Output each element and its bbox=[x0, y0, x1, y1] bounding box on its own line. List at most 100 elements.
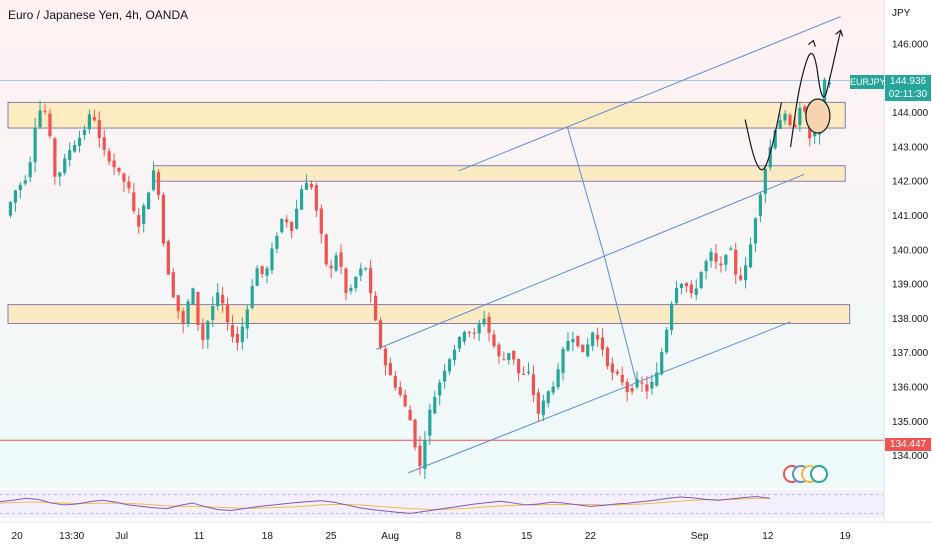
candle-body bbox=[117, 167, 121, 172]
candle-body bbox=[724, 254, 728, 265]
zone-1 bbox=[153, 165, 846, 182]
candle-body bbox=[33, 127, 37, 163]
candle-body bbox=[748, 244, 753, 268]
candle-body bbox=[521, 373, 526, 375]
candle-body bbox=[576, 335, 580, 347]
candle-body bbox=[285, 219, 289, 223]
candle-body bbox=[166, 241, 170, 275]
candle-body bbox=[753, 218, 758, 244]
candle-body bbox=[709, 251, 713, 261]
candle-body bbox=[403, 394, 407, 407]
candle-body bbox=[63, 158, 67, 173]
x-tick-label: Aug bbox=[381, 531, 399, 542]
candle-body bbox=[349, 287, 353, 292]
candle-body bbox=[48, 113, 52, 137]
coin-icon bbox=[810, 465, 828, 483]
zone-0 bbox=[7, 101, 846, 129]
candle-body bbox=[571, 339, 575, 343]
candle-body bbox=[112, 160, 116, 168]
candle-body bbox=[457, 337, 462, 349]
candle-body bbox=[73, 145, 77, 152]
candle-body bbox=[660, 351, 664, 375]
candle-body bbox=[635, 379, 639, 388]
candle-body bbox=[132, 192, 136, 212]
candle-body bbox=[472, 332, 476, 334]
projection-path-curve bbox=[790, 30, 842, 147]
candle-body bbox=[669, 303, 674, 331]
candle-body bbox=[586, 344, 590, 357]
candle-body bbox=[97, 120, 101, 139]
candle-body bbox=[295, 208, 299, 229]
symbol-badge: EURJPY bbox=[850, 75, 886, 89]
candle-body bbox=[102, 137, 106, 150]
x-tick-label: 18 bbox=[262, 531, 274, 542]
candle-body bbox=[290, 221, 294, 231]
candle-body bbox=[610, 363, 614, 373]
candle-body bbox=[507, 353, 511, 360]
candle-body bbox=[329, 265, 333, 269]
candle-body bbox=[230, 325, 235, 337]
x-tick-label: 25 bbox=[325, 531, 337, 542]
candle-body bbox=[250, 286, 254, 308]
x-tick-label: Jul bbox=[115, 531, 128, 542]
candle-body bbox=[512, 350, 516, 360]
y-tick-label: 143.000 bbox=[892, 142, 929, 153]
candle-body bbox=[122, 173, 126, 182]
candle-body bbox=[497, 344, 501, 357]
candle-body bbox=[581, 344, 585, 353]
candle-body bbox=[502, 359, 506, 361]
candle-body bbox=[176, 295, 180, 312]
candle-body bbox=[650, 381, 654, 389]
candle-body bbox=[378, 320, 383, 348]
candle-body bbox=[92, 117, 96, 121]
candle-body bbox=[600, 337, 605, 350]
candle-body bbox=[719, 263, 723, 266]
y-tick-label: 141.000 bbox=[892, 211, 929, 222]
candle-body bbox=[58, 172, 62, 177]
candle-body bbox=[147, 192, 151, 210]
candle-body bbox=[225, 304, 230, 323]
candle-body bbox=[704, 261, 708, 272]
axis-currency-label: JPY bbox=[892, 8, 911, 19]
candle-body bbox=[487, 316, 491, 333]
candle-body bbox=[591, 332, 595, 346]
x-tick-label: 12 bbox=[762, 531, 774, 542]
candle-body bbox=[798, 108, 802, 126]
x-tick-label: 15 bbox=[521, 531, 533, 542]
candle-body bbox=[369, 268, 373, 294]
candle-body bbox=[324, 234, 328, 265]
candle-body bbox=[82, 129, 87, 136]
candle-body bbox=[467, 332, 471, 334]
candle-body bbox=[127, 181, 131, 189]
candle-body bbox=[265, 268, 269, 276]
candle-body bbox=[447, 359, 452, 372]
candle-body bbox=[630, 388, 634, 392]
candle-body bbox=[443, 370, 447, 382]
candle-body bbox=[344, 268, 348, 294]
candle-body bbox=[211, 305, 215, 321]
candle-body bbox=[221, 294, 225, 304]
trendline-channel-lower bbox=[408, 321, 791, 474]
x-tick-label: 22 bbox=[585, 531, 597, 542]
candle-body bbox=[171, 272, 175, 298]
candle-body bbox=[314, 185, 318, 211]
candle-body bbox=[428, 409, 432, 436]
candle-body bbox=[694, 288, 698, 295]
candle-body bbox=[304, 182, 309, 190]
candle-body bbox=[418, 445, 422, 467]
candle-body bbox=[714, 253, 718, 262]
candle-body bbox=[13, 190, 18, 203]
candle-body bbox=[615, 371, 619, 374]
candle-body bbox=[383, 348, 388, 366]
candle-body bbox=[783, 113, 787, 121]
candle-body bbox=[788, 115, 792, 126]
projection-arrowhead bbox=[835, 29, 844, 37]
x-tick-label: 11 bbox=[194, 531, 205, 542]
x-tick-label: 20 bbox=[12, 531, 24, 542]
candle-body bbox=[640, 382, 644, 384]
candle-body bbox=[235, 333, 240, 343]
candle-body bbox=[768, 147, 772, 168]
y-tick-label: 144.000 bbox=[892, 108, 929, 119]
chart-title: Euro / Japanese Yen, 4h, OANDA bbox=[8, 8, 189, 22]
